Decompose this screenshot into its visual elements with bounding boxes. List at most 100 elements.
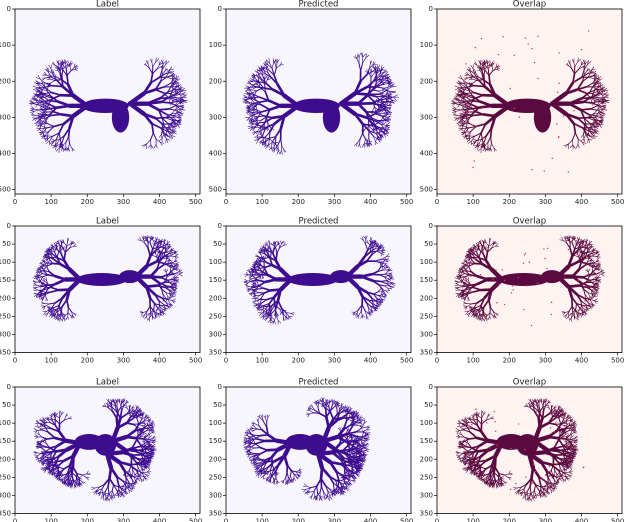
x-tick-label: 400 xyxy=(364,198,377,206)
axes-frame xyxy=(225,225,412,353)
image xyxy=(437,387,622,514)
x-tick-label: 0 xyxy=(13,198,17,206)
panel: Overlap 0 100 200 300 400 500 0 50 100 150 200 250 30… xyxy=(420,378,625,522)
y-tick-label: 350 xyxy=(420,348,433,356)
y-tick-label: 150 xyxy=(209,276,222,284)
y-tick-label: 200 xyxy=(420,294,433,302)
x-tick-label: 300 xyxy=(328,198,341,206)
airway-tree xyxy=(32,235,184,322)
panel: Predicted 0 100 200 300 400 500 0 50 100 150 200 250… xyxy=(209,378,414,522)
x-tick-label: 400 xyxy=(575,517,588,522)
image xyxy=(15,226,200,353)
axes-frame xyxy=(225,386,412,514)
axes-frame xyxy=(14,8,201,195)
x-tick-label: 500 xyxy=(400,356,413,364)
y-tick-label: 350 xyxy=(209,509,222,517)
image xyxy=(226,9,411,194)
y-tick-label: 0 xyxy=(218,5,222,13)
y-tick-label: 250 xyxy=(209,312,222,320)
x-tick-label: 200 xyxy=(81,517,94,522)
y-tick-label: 100 xyxy=(209,419,222,427)
y-tick-label: 350 xyxy=(420,509,433,517)
y-tick-label: 50 xyxy=(424,240,433,248)
panel-title: Predicted xyxy=(299,0,339,10)
y-tick-label: 50 xyxy=(213,240,222,248)
x-tick-label: 0 xyxy=(224,356,228,364)
y-tick-label: 300 xyxy=(420,330,433,338)
airway-tree xyxy=(455,398,585,502)
x-tick-label: 300 xyxy=(117,198,130,206)
y-tick-label: 200 xyxy=(0,294,11,302)
airway-tree xyxy=(243,397,371,501)
panel: Label 0 100 200 300 400 500 0 50 100 150 200 250 300 3… xyxy=(0,217,202,365)
y-tick-label: 500 xyxy=(420,186,433,194)
y-tick-label: 100 xyxy=(420,41,433,49)
y-tick-label: 200 xyxy=(209,294,222,302)
x-tick-label: 200 xyxy=(503,517,516,522)
x-tick-label: 400 xyxy=(575,356,588,364)
y-tick-label: 0 xyxy=(429,383,433,391)
y-tick-label: 0 xyxy=(7,5,11,13)
x-tick-label: 200 xyxy=(81,198,94,206)
panel: Label 0 100 200 300 400 500 0 50 100 150 200 250 300 3… xyxy=(0,378,202,522)
y-tick-label: 150 xyxy=(420,437,433,445)
x-tick-label: 100 xyxy=(466,356,479,364)
panel-title: Label xyxy=(96,0,119,10)
y-tick-label: 250 xyxy=(209,473,222,481)
airway-tree xyxy=(454,235,606,327)
x-tick-label: 200 xyxy=(81,356,94,364)
y-tick-label: 0 xyxy=(7,222,11,230)
x-tick-label: 500 xyxy=(611,198,624,206)
panel-title: Overlap xyxy=(513,378,546,388)
x-tick-label: 200 xyxy=(292,517,305,522)
y-tick-label: 0 xyxy=(429,5,433,13)
x-tick-label: 100 xyxy=(255,517,268,522)
airway-tree xyxy=(243,235,396,325)
x-tick-label: 0 xyxy=(224,198,228,206)
y-tick-label: 500 xyxy=(0,186,11,194)
panel-title: Predicted xyxy=(299,217,339,227)
x-tick-label: 200 xyxy=(503,198,516,206)
x-tick-label: 300 xyxy=(328,517,341,522)
panel-title: Predicted xyxy=(299,378,339,388)
x-tick-label: 500 xyxy=(400,517,413,522)
panel-title: Overlap xyxy=(513,217,546,227)
x-tick-label: 500 xyxy=(400,198,413,206)
x-tick-label: 0 xyxy=(435,356,439,364)
x-tick-label: 300 xyxy=(117,356,130,364)
y-tick-label: 200 xyxy=(209,455,222,463)
axes-frame xyxy=(14,225,201,353)
x-tick-label: 500 xyxy=(189,198,202,206)
y-tick-label: 0 xyxy=(218,222,222,230)
y-tick-label: 150 xyxy=(209,437,222,445)
y-tick-label: 500 xyxy=(209,186,222,194)
x-tick-label: 100 xyxy=(255,198,268,206)
y-tick-label: 250 xyxy=(420,312,433,320)
panel: Overlap 0 100 200 300 400 500 0 50 100 150 200 250 30… xyxy=(420,217,625,365)
image xyxy=(437,9,622,194)
y-tick-label: 0 xyxy=(218,383,222,391)
y-tick-label: 200 xyxy=(0,77,11,85)
panel-title: Label xyxy=(96,378,119,388)
y-tick-label: 400 xyxy=(0,150,11,158)
image xyxy=(226,226,411,353)
y-tick-label: 200 xyxy=(209,77,222,85)
y-tick-label: 400 xyxy=(209,150,222,158)
x-tick-label: 100 xyxy=(44,356,57,364)
y-tick-label: 300 xyxy=(209,491,222,499)
y-tick-label: 300 xyxy=(209,330,222,338)
x-tick-label: 300 xyxy=(539,198,552,206)
x-tick-label: 100 xyxy=(44,198,57,206)
y-tick-label: 100 xyxy=(420,258,433,266)
axes-frame xyxy=(436,386,623,514)
y-tick-label: 0 xyxy=(429,222,433,230)
x-tick-label: 200 xyxy=(503,356,516,364)
y-tick-label: 350 xyxy=(0,509,11,517)
x-tick-label: 0 xyxy=(224,517,228,522)
y-tick-label: 200 xyxy=(420,455,433,463)
x-tick-label: 500 xyxy=(611,517,624,522)
y-tick-label: 200 xyxy=(420,77,433,85)
panel: Label01002003004005000100200300400500 xyxy=(0,0,202,206)
x-tick-label: 400 xyxy=(364,356,377,364)
